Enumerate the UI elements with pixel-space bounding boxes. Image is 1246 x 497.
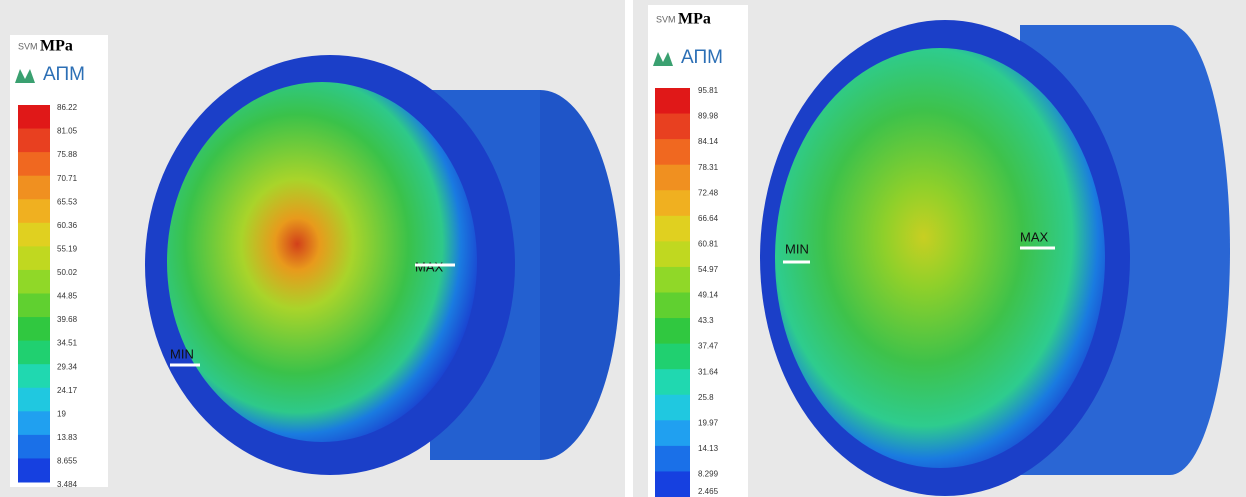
max-label: MAX	[1020, 229, 1049, 244]
legend-value: 55.19	[57, 244, 78, 253]
logo: АПМ	[681, 47, 723, 68]
disk	[775, 48, 1105, 468]
color-band	[18, 176, 50, 200]
color-band	[655, 471, 690, 497]
color-band	[655, 420, 690, 446]
color-band	[18, 105, 50, 129]
legend-value: 86.22	[57, 103, 78, 112]
color-band	[655, 165, 690, 191]
legend-value: 25.8	[698, 393, 714, 402]
color-band	[655, 88, 690, 114]
color-band	[18, 341, 50, 365]
color-band	[655, 139, 690, 165]
color-band	[18, 199, 50, 223]
color-band	[18, 364, 50, 388]
legend-value: 8.299	[698, 470, 719, 479]
color-band	[655, 241, 690, 267]
legend-value: 13.83	[57, 433, 78, 442]
min-label: MIN	[785, 241, 809, 256]
color-band	[655, 216, 690, 242]
legend-unit: MPa	[40, 38, 73, 55]
max-label: MAX	[415, 259, 444, 274]
color-band	[18, 411, 50, 435]
legend-value: 19.97	[698, 418, 719, 427]
page: {"panels":[ {"legend":{"quantity":"SVM",…	[0, 0, 1246, 497]
color-band	[655, 446, 690, 472]
legend-value: 72.48	[698, 188, 719, 197]
color-band	[18, 246, 50, 270]
legend-value: 84.14	[698, 137, 719, 146]
logo: АПМ	[43, 64, 85, 85]
legend-value: 3.484	[57, 480, 78, 489]
legend-value: 31.64	[698, 367, 719, 376]
min-label: MIN	[170, 346, 194, 361]
legend-value: 54.97	[698, 265, 719, 274]
color-band	[18, 270, 50, 294]
legend-value: 34.51	[57, 339, 78, 348]
color-band	[655, 318, 690, 344]
legend-value: 65.53	[57, 197, 78, 206]
color-band	[18, 223, 50, 247]
screenshot: SVMMPaАПМ86.2281.0575.8870.7165.5360.365…	[0, 0, 1246, 497]
legend-value: 75.88	[57, 150, 78, 159]
color-band	[18, 129, 50, 153]
legend-value: 60.81	[698, 239, 719, 248]
legend-value: 37.47	[698, 342, 719, 351]
legend-value: 81.05	[57, 127, 78, 136]
legend-value: 60.36	[57, 221, 78, 230]
legend-quantity: SVM	[656, 14, 676, 24]
legend-value: 44.85	[57, 292, 78, 301]
legend-value: 78.31	[698, 163, 719, 172]
legend-value: 14.13	[698, 444, 719, 453]
legend-value: 89.98	[698, 112, 719, 121]
legend-quantity: SVM	[18, 41, 38, 51]
color-band	[18, 458, 50, 482]
legend-value: 49.14	[698, 291, 719, 300]
legend-value: 8.655	[57, 457, 78, 466]
color-band	[655, 369, 690, 395]
legend-value: 29.34	[57, 362, 78, 371]
legend-value: 50.02	[57, 268, 78, 277]
color-band	[655, 114, 690, 140]
legend-value: 43.3	[698, 316, 714, 325]
legend-value: 95.81	[698, 86, 719, 95]
color-band	[18, 152, 50, 176]
legend-value: 2.465	[698, 487, 719, 496]
color-band	[655, 395, 690, 421]
legend-value: 66.64	[698, 214, 719, 223]
legend-value: 39.68	[57, 315, 78, 324]
color-band	[18, 294, 50, 318]
color-band	[18, 388, 50, 412]
color-band	[655, 344, 690, 370]
color-band	[18, 435, 50, 459]
legend-value: 19	[57, 409, 66, 418]
color-band	[655, 267, 690, 293]
color-band	[655, 293, 690, 319]
color-band	[655, 190, 690, 216]
legend-value: 24.17	[57, 386, 78, 395]
legend-value: 70.71	[57, 174, 78, 183]
color-band	[18, 317, 50, 341]
legend-unit: MPa	[678, 11, 711, 28]
